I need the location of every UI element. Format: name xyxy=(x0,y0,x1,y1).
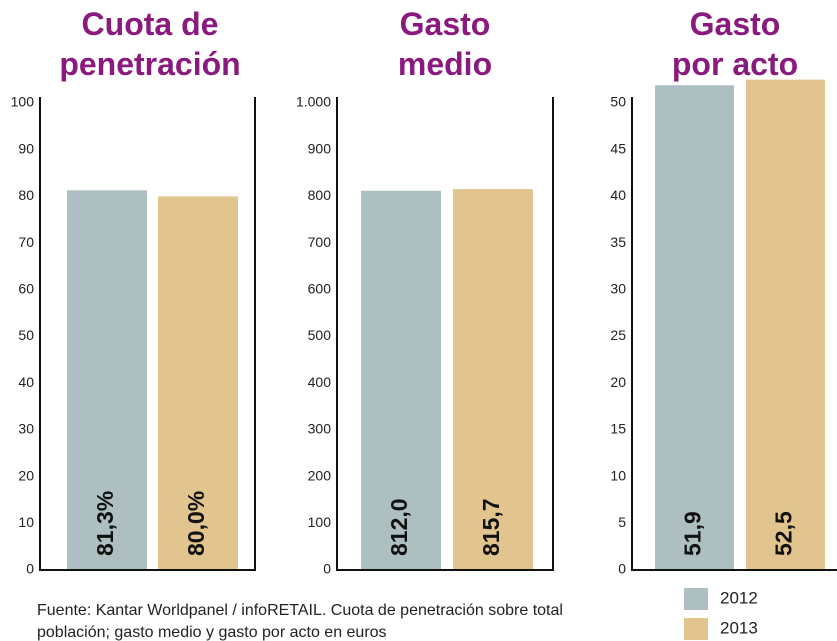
bar xyxy=(67,190,147,571)
y-tick-label: 0 xyxy=(323,561,331,577)
y-tick-label: 200 xyxy=(308,467,332,483)
y-tick-label: 10 xyxy=(610,467,626,483)
legend-label: 2012 xyxy=(720,588,758,607)
y-tick-label: 900 xyxy=(308,140,332,156)
y-tick-label: 20 xyxy=(18,467,34,483)
chart-title: Cuota de penetración xyxy=(59,6,241,82)
bar xyxy=(746,79,825,571)
y-tick-label: 40 xyxy=(18,374,34,390)
y-tick-label: 35 xyxy=(610,234,626,250)
y-tick-label: 40 xyxy=(610,187,626,203)
y-tick-label: 30 xyxy=(610,281,626,297)
value-label: 81,3% xyxy=(92,491,118,556)
y-tick-label: 100 xyxy=(308,514,332,530)
y-tick-label: 600 xyxy=(308,281,332,297)
y-tick-label: 80 xyxy=(18,187,34,203)
y-tick-label: 0 xyxy=(26,561,34,577)
value-label: 80,0% xyxy=(183,491,209,556)
y-tick-label: 10 xyxy=(18,514,34,530)
y-tick-label: 400 xyxy=(308,374,332,390)
legend-swatch xyxy=(684,618,708,640)
y-tick-label: 20 xyxy=(610,374,626,390)
y-tick-label: 100 xyxy=(11,94,35,110)
chart-title: Gasto medio xyxy=(397,6,493,82)
y-tick-label: 500 xyxy=(308,327,332,343)
source-note: Fuente: Kantar Worldpanel / infoRETAIL. … xyxy=(37,602,563,641)
legend-swatch xyxy=(684,588,708,610)
bar xyxy=(655,85,734,570)
y-tick-label: 5 xyxy=(618,514,626,530)
y-tick-label: 45 xyxy=(610,140,626,156)
bar xyxy=(158,196,238,570)
y-tick-label: 0 xyxy=(618,561,626,577)
value-label: 52,5 xyxy=(771,511,797,556)
value-label: 812,0 xyxy=(386,498,412,556)
y-tick-label: 300 xyxy=(308,421,332,437)
y-tick-label: 1.000 xyxy=(296,94,331,110)
y-tick-label: 90 xyxy=(18,140,34,156)
y-tick-label: 25 xyxy=(610,327,626,343)
value-label: 815,7 xyxy=(478,498,504,556)
y-tick-label: 70 xyxy=(18,234,34,250)
bar xyxy=(361,190,441,570)
y-tick-label: 15 xyxy=(610,421,626,437)
y-tick-label: 700 xyxy=(308,234,332,250)
legend-label: 2013 xyxy=(720,618,758,637)
y-tick-label: 30 xyxy=(18,421,34,437)
y-tick-label: 60 xyxy=(18,281,34,297)
y-tick-label: 800 xyxy=(308,187,332,203)
y-tick-label: 50 xyxy=(18,327,34,343)
chart-title: Gasto por acto xyxy=(671,6,799,82)
y-tick-label: 50 xyxy=(610,94,626,110)
bar xyxy=(453,189,533,570)
value-label: 51,9 xyxy=(680,511,706,556)
